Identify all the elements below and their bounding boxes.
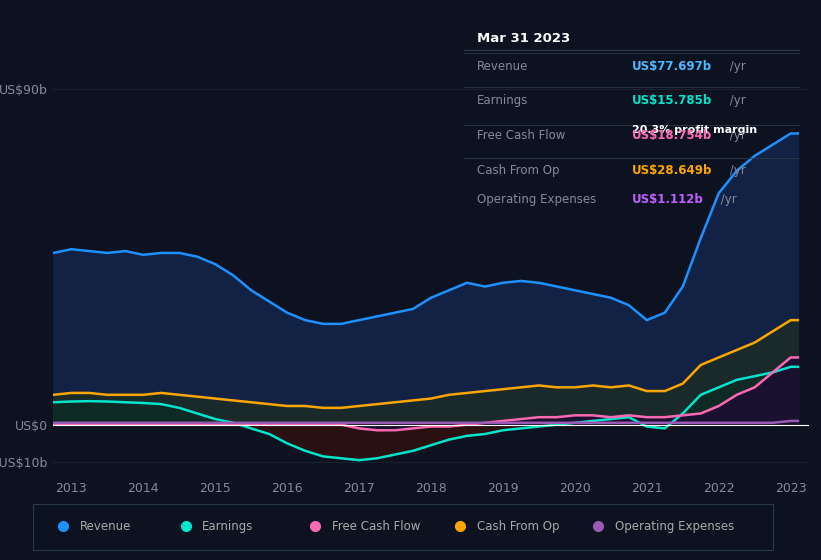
Text: /yr: /yr <box>727 60 746 73</box>
Text: US$28.649b: US$28.649b <box>632 164 713 177</box>
Text: Free Cash Flow: Free Cash Flow <box>333 520 420 533</box>
Text: US$15.785b: US$15.785b <box>632 95 713 108</box>
Text: 20.3% profit margin: 20.3% profit margin <box>632 125 757 135</box>
Text: Earnings: Earnings <box>202 520 254 533</box>
Text: US$1.112b: US$1.112b <box>632 193 704 206</box>
Text: Earnings: Earnings <box>477 95 529 108</box>
Text: Revenue: Revenue <box>80 520 131 533</box>
Text: Cash From Op: Cash From Op <box>477 164 560 177</box>
Text: /yr: /yr <box>727 164 746 177</box>
Text: /yr: /yr <box>717 193 736 206</box>
Text: Free Cash Flow: Free Cash Flow <box>477 129 566 142</box>
Text: Mar 31 2023: Mar 31 2023 <box>477 32 571 45</box>
Text: Cash From Op: Cash From Op <box>477 520 560 533</box>
Text: Operating Expenses: Operating Expenses <box>615 520 734 533</box>
Text: /yr: /yr <box>727 129 746 142</box>
Text: US$18.754b: US$18.754b <box>632 129 713 142</box>
Text: Revenue: Revenue <box>477 60 529 73</box>
Text: Operating Expenses: Operating Expenses <box>477 193 597 206</box>
Text: US$77.697b: US$77.697b <box>632 60 713 73</box>
Text: /yr: /yr <box>727 95 746 108</box>
